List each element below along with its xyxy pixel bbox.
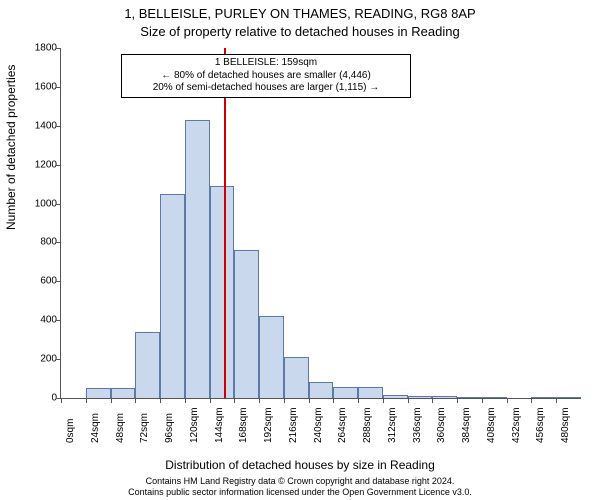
y-tick-mark [56, 126, 61, 127]
plot-area: 0200400600800100012001400160018000sqm24s… [60, 48, 581, 399]
histogram-bar [432, 396, 457, 398]
histogram-bar [284, 357, 309, 398]
histogram-bar [408, 396, 433, 398]
y-tick-label: 1400 [23, 120, 57, 131]
histogram-bar [556, 397, 581, 398]
y-tick-mark [56, 320, 61, 321]
x-tick-mark [333, 398, 334, 403]
x-tick-label: 408sqm [486, 407, 497, 443]
x-tick-label: 24sqm [90, 413, 101, 443]
x-tick-label: 456sqm [535, 407, 546, 443]
x-tick-label: 264sqm [337, 407, 348, 443]
x-tick-mark [185, 398, 186, 403]
annotation-box: 1 BELLEISLE: 159sqm← 80% of detached hou… [121, 54, 411, 98]
x-tick-mark [383, 398, 384, 403]
y-tick-label: 0 [23, 393, 57, 404]
footer-line2: Contains public sector information licen… [0, 487, 600, 498]
annotation-line3: 20% of semi-detached houses are larger (… [126, 82, 406, 95]
x-tick-mark [432, 398, 433, 403]
chart-title-line1: 1, BELLEISLE, PURLEY ON THAMES, READING,… [0, 6, 600, 21]
x-tick-mark [210, 398, 211, 403]
y-tick-label: 1000 [23, 198, 57, 209]
histogram-bar [457, 397, 482, 398]
x-tick-label: 168sqm [238, 407, 249, 443]
x-tick-mark [259, 398, 260, 403]
x-tick-mark [457, 398, 458, 403]
x-tick-mark [111, 398, 112, 403]
y-axis-label: Number of detached properties [4, 65, 18, 230]
histogram-bar [259, 316, 284, 398]
histogram-bar [309, 382, 334, 398]
y-tick-label: 1800 [23, 43, 57, 54]
x-tick-label: 312sqm [387, 407, 398, 443]
y-tick-mark [56, 204, 61, 205]
reference-line [224, 48, 226, 398]
y-tick-label: 200 [23, 354, 57, 365]
histogram-bar [482, 397, 507, 398]
footer-line1: Contains HM Land Registry data © Crown c… [0, 476, 600, 487]
y-tick-label: 600 [23, 276, 57, 287]
x-tick-mark [408, 398, 409, 403]
chart-container: 1, BELLEISLE, PURLEY ON THAMES, READING,… [0, 0, 600, 500]
annotation-line2: ← 80% of detached houses are smaller (4,… [126, 70, 406, 83]
x-tick-label: 216sqm [288, 407, 299, 443]
x-tick-mark [309, 398, 310, 403]
x-tick-label: 120sqm [189, 407, 200, 443]
x-tick-mark [556, 398, 557, 403]
x-tick-mark [482, 398, 483, 403]
y-tick-mark [56, 359, 61, 360]
x-tick-label: 336sqm [412, 407, 423, 443]
x-tick-mark [284, 398, 285, 403]
x-tick-label: 432sqm [511, 407, 522, 443]
x-tick-mark [358, 398, 359, 403]
y-tick-label: 400 [23, 315, 57, 326]
histogram-bar [531, 397, 556, 398]
histogram-bar [135, 332, 160, 398]
histogram-bar [160, 194, 185, 398]
x-tick-label: 192sqm [263, 407, 274, 443]
x-tick-mark [531, 398, 532, 403]
histogram-bar [185, 120, 210, 398]
x-axis-label: Distribution of detached houses by size … [0, 458, 600, 472]
histogram-bar [111, 388, 136, 398]
x-tick-mark [234, 398, 235, 403]
y-tick-label: 800 [23, 237, 57, 248]
y-tick-mark [56, 48, 61, 49]
x-tick-label: 48sqm [115, 413, 126, 443]
x-tick-label: 480sqm [560, 407, 571, 443]
x-tick-mark [160, 398, 161, 403]
x-tick-label: 96sqm [164, 413, 175, 443]
y-tick-mark [56, 87, 61, 88]
x-tick-mark [61, 398, 62, 403]
x-tick-mark [135, 398, 136, 403]
x-tick-label: 72sqm [139, 413, 150, 443]
x-tick-label: 384sqm [461, 407, 472, 443]
x-tick-mark [507, 398, 508, 403]
chart-footer: Contains HM Land Registry data © Crown c… [0, 476, 600, 498]
histogram-bar [358, 387, 383, 398]
histogram-bar [234, 250, 259, 398]
annotation-line1: 1 BELLEISLE: 159sqm [126, 57, 406, 70]
chart-title-line2: Size of property relative to detached ho… [0, 24, 600, 39]
x-tick-mark [86, 398, 87, 403]
y-tick-mark [56, 242, 61, 243]
x-tick-label: 360sqm [436, 407, 447, 443]
x-tick-label: 288sqm [362, 407, 373, 443]
histogram-bar [333, 387, 358, 398]
y-tick-mark [56, 281, 61, 282]
x-tick-label: 0sqm [65, 419, 76, 443]
histogram-bar [383, 395, 408, 398]
y-tick-label: 1600 [23, 81, 57, 92]
x-tick-label: 144sqm [214, 407, 225, 443]
y-tick-label: 1200 [23, 159, 57, 170]
histogram-bar [210, 186, 235, 398]
y-tick-mark [56, 165, 61, 166]
x-tick-label: 240sqm [313, 407, 324, 443]
histogram-bar [86, 388, 111, 398]
